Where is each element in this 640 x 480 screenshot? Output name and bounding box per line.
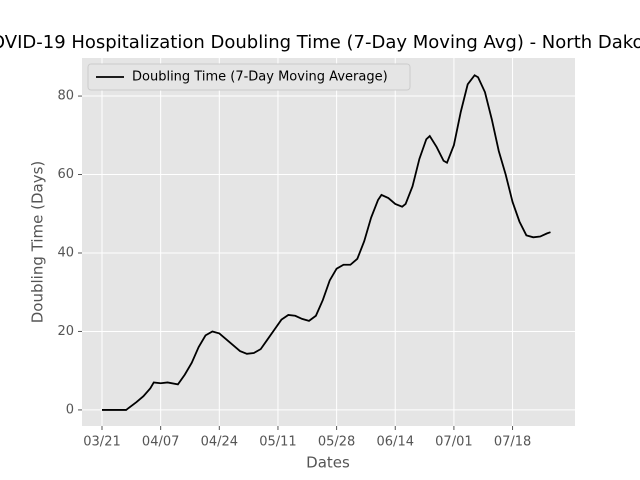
y-tick-label: 40 xyxy=(57,245,74,260)
y-axis-label: Doubling Time (Days) xyxy=(29,161,47,324)
x-tick-label: 07/01 xyxy=(435,435,472,450)
x-axis-label: Dates xyxy=(306,454,350,472)
y-tick-label: 60 xyxy=(57,167,74,182)
legend-box xyxy=(87,63,411,91)
chart-title: COVID-19 Hospitalization Doubling Time (… xyxy=(0,32,640,53)
x-tick-label: 04/24 xyxy=(201,435,238,450)
line-series xyxy=(102,74,551,411)
y-tick-label: 80 xyxy=(57,89,74,104)
legend-label: Doubling Time (7-Day Moving Average) xyxy=(132,70,388,85)
x-tick-label: 06/14 xyxy=(377,435,414,450)
plot-area xyxy=(82,58,575,426)
x-tick-label: 07/18 xyxy=(494,435,531,450)
x-tick-label: 05/28 xyxy=(318,435,355,450)
y-tick-label: 20 xyxy=(57,324,74,339)
x-tick-label: 03/21 xyxy=(83,435,120,450)
x-tick-label: 05/11 xyxy=(259,435,296,450)
y-tick-label: 0 xyxy=(66,402,74,417)
x-tick-label: 04/07 xyxy=(142,435,179,450)
